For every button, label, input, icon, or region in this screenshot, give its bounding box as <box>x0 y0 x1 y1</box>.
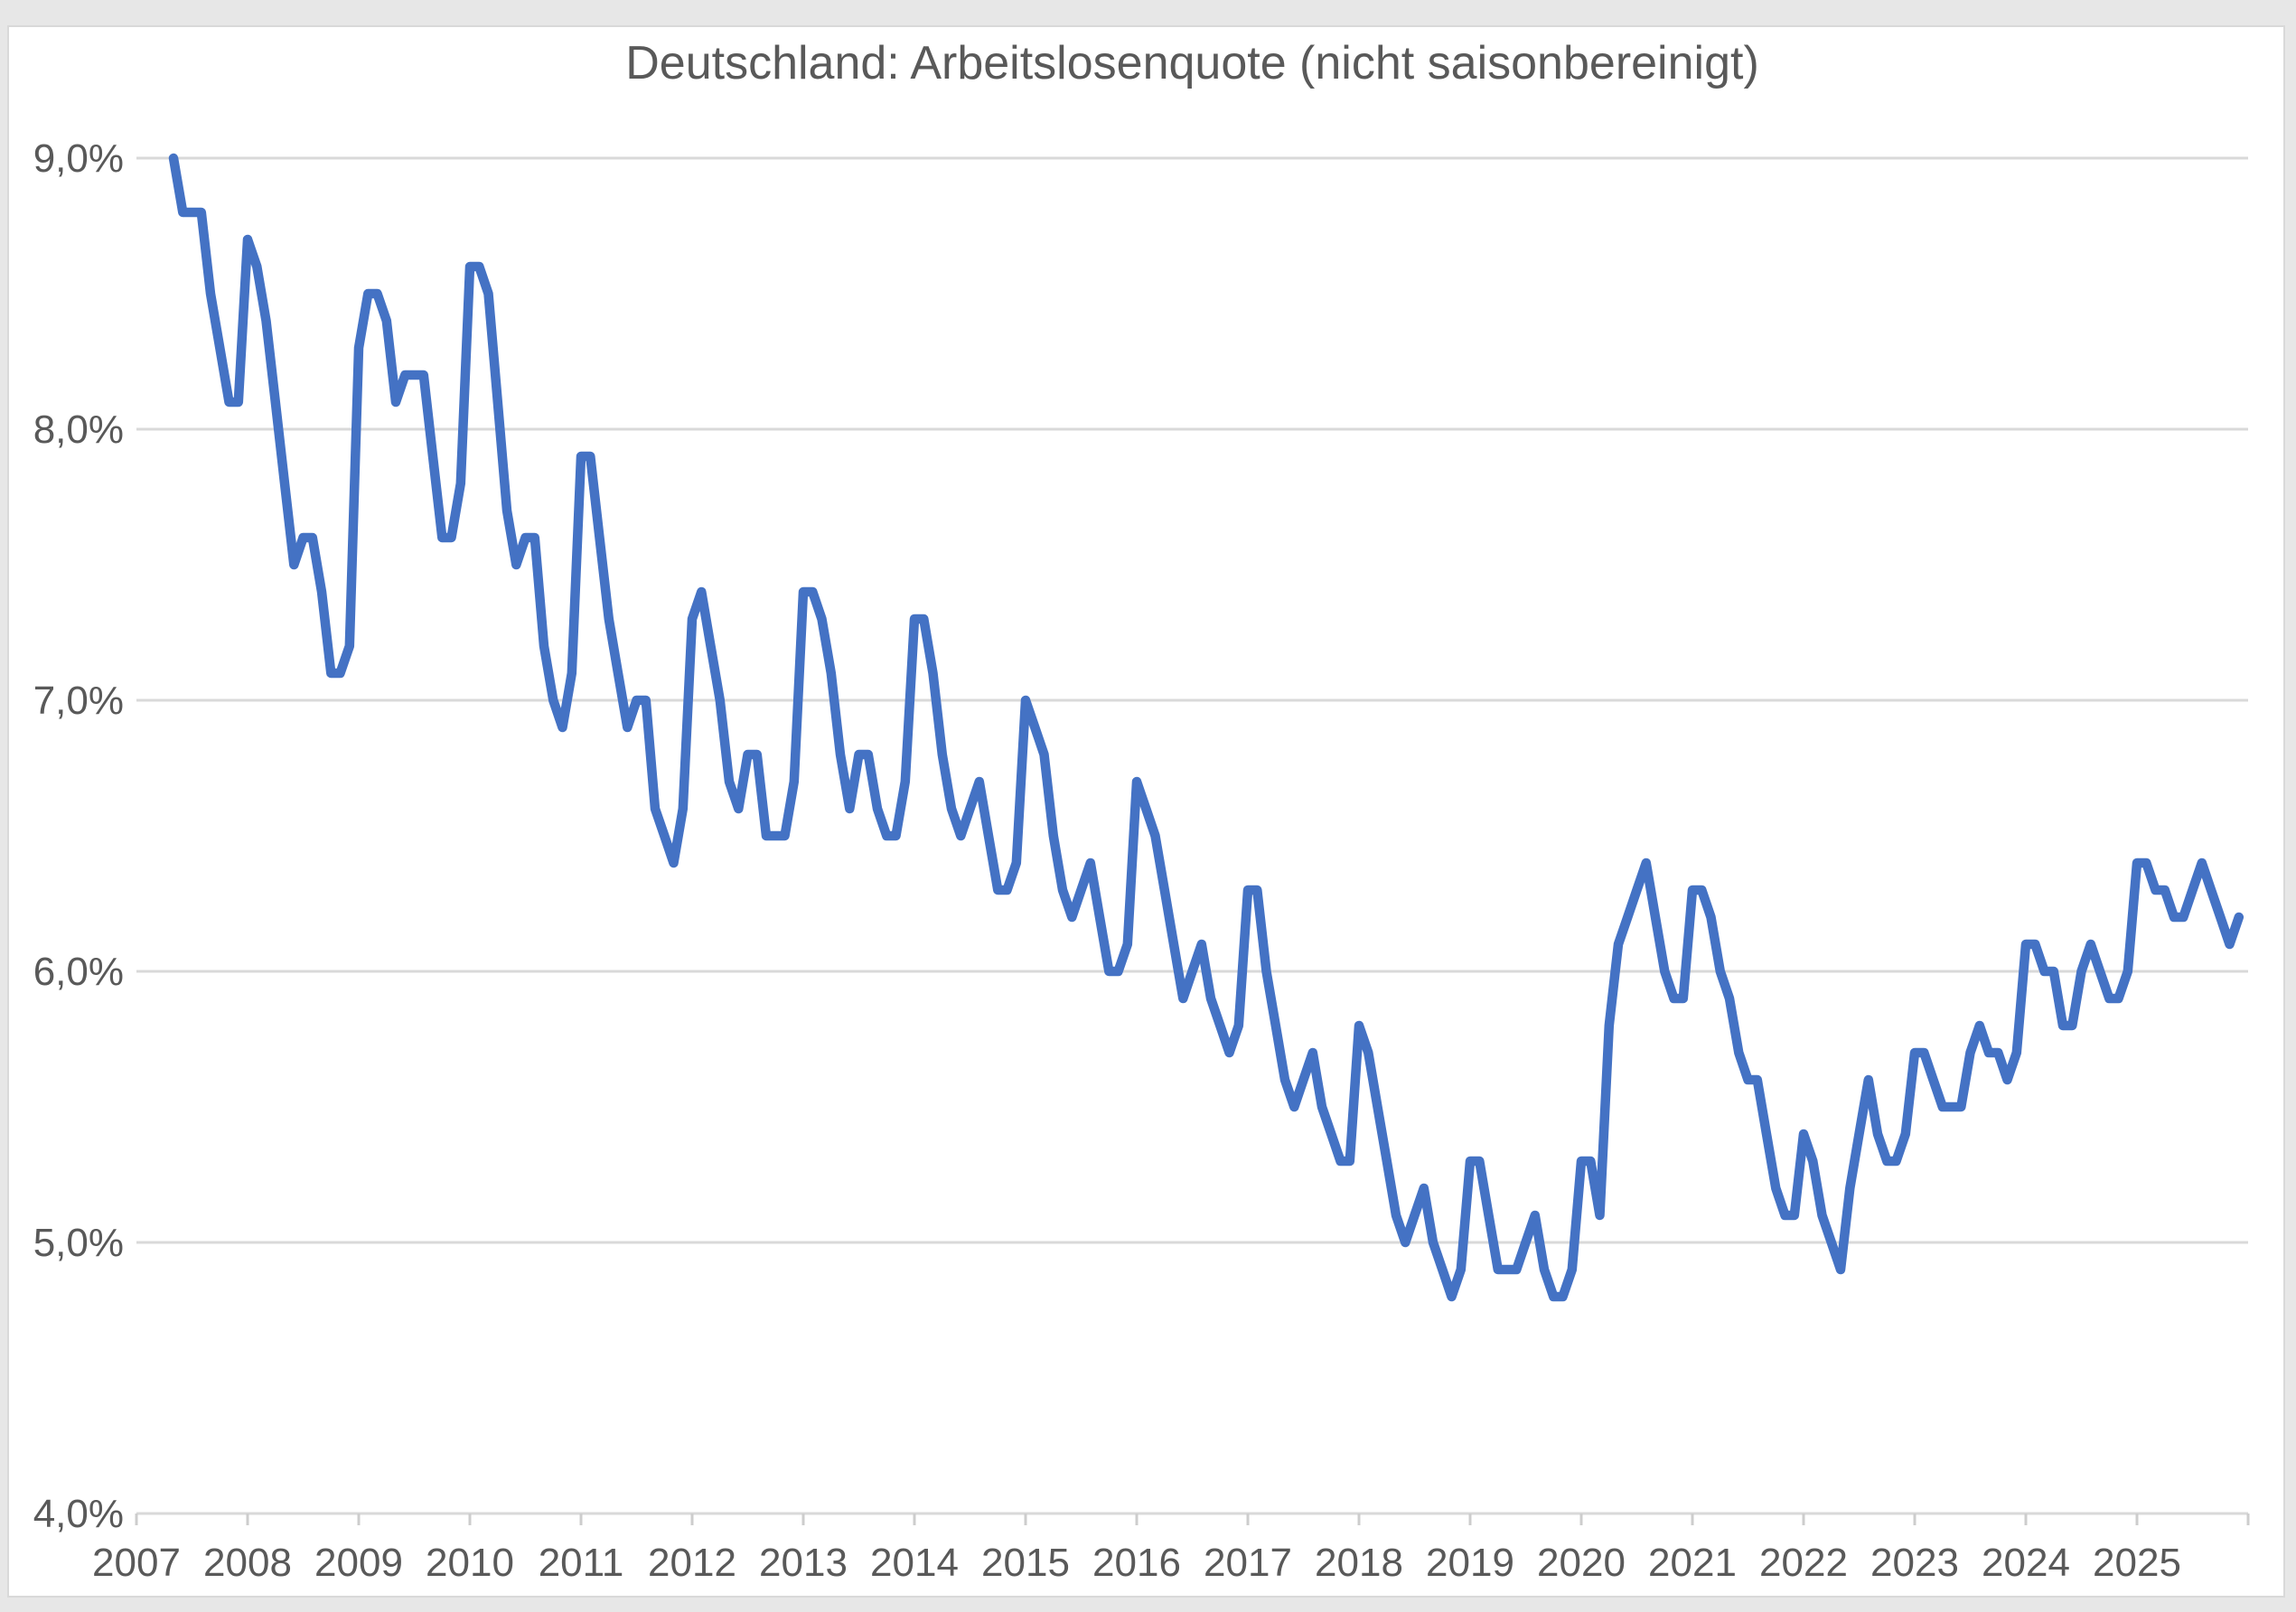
y-axis-label: 4,0% <box>33 1492 124 1536</box>
x-axis-label: 2020 <box>1537 1541 1626 1585</box>
x-axis-label: 2009 <box>314 1541 403 1585</box>
x-axis-label: 2023 <box>1870 1541 1959 1585</box>
x-axis-label: 2018 <box>1315 1541 1403 1585</box>
y-axis-label: 6,0% <box>33 950 124 994</box>
y-axis-labels: 9,0% 8,0% 7,0% 6,0% 5,0% 4,0% <box>33 136 124 1536</box>
x-axis-label: 2025 <box>2093 1541 2181 1585</box>
x-axis-label: 2016 <box>1092 1541 1181 1585</box>
x-axis-label: 2011 <box>539 1541 624 1585</box>
unemployment-rate-line <box>168 153 2244 1302</box>
x-axis-label: 2021 <box>1648 1541 1737 1585</box>
gridline-group <box>136 156 2248 1515</box>
y-axis-label: 7,0% <box>33 679 124 723</box>
x-axis-label: 2007 <box>92 1541 181 1585</box>
x-axis-label: 2019 <box>1426 1541 1514 1585</box>
x-axis-label: 2008 <box>203 1541 292 1585</box>
x-axis-label: 2017 <box>1204 1541 1292 1585</box>
y-axis-label: 5,0% <box>33 1221 124 1265</box>
x-axis-label: 2010 <box>426 1541 514 1585</box>
x-axis-label: 2014 <box>870 1541 959 1585</box>
x-axis-labels: 2007 2008 2009 2010 2011 2012 2013 2014 2015 2016… <box>92 1541 2181 1585</box>
x-axis-label: 2013 <box>759 1541 848 1585</box>
x-axis-label: 2012 <box>648 1541 736 1585</box>
x-axis-label: 2024 <box>1982 1541 2070 1585</box>
x-axis-label: 2015 <box>981 1541 1070 1585</box>
y-axis-label: 9,0% <box>33 136 124 181</box>
chart-title: Deutschland: Arbeitslosenquote (nicht sa… <box>625 37 1759 89</box>
y-axis-label: 8,0% <box>33 408 124 452</box>
x-axis-label: 2022 <box>1759 1541 1848 1585</box>
axis-group <box>135 1514 2250 1525</box>
data-line-group <box>168 153 2244 1302</box>
